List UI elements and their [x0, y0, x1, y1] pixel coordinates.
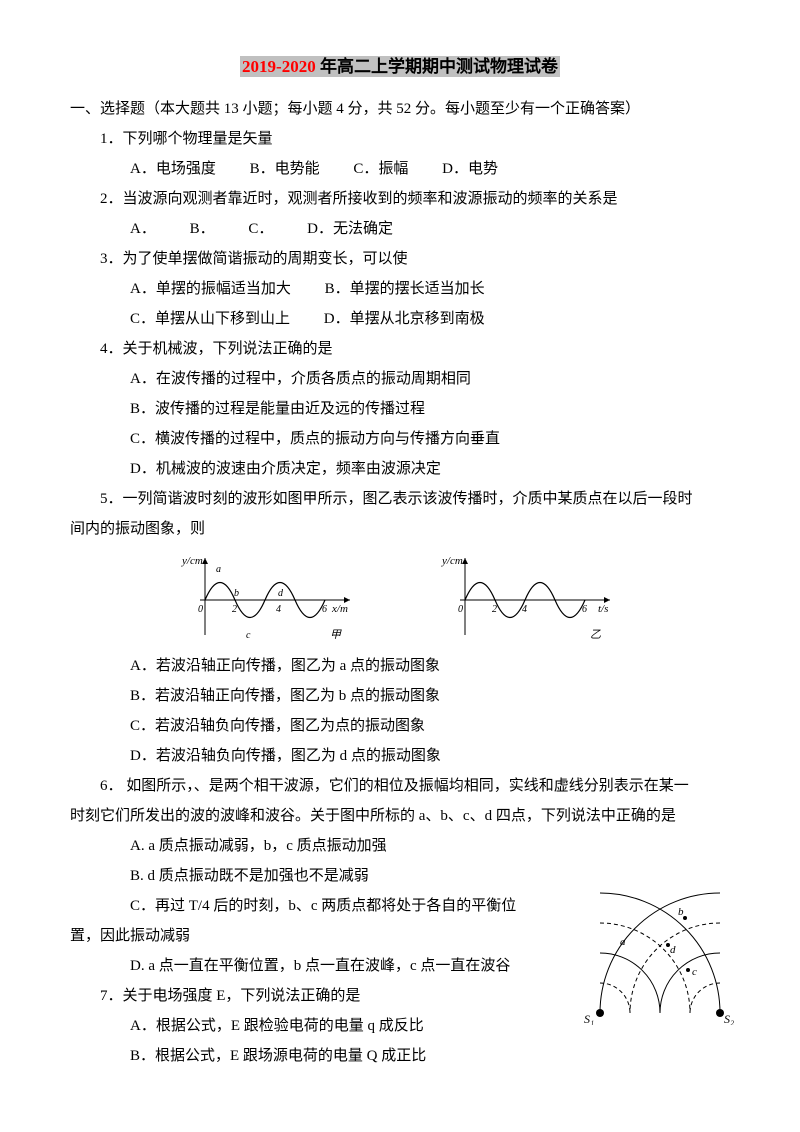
svg-text:c: c: [692, 966, 697, 978]
svg-text:0: 0: [198, 604, 203, 615]
q6-stem-line1: 6． 如图所示，、是两个相干波源，它们的相位及振幅均相同，实线和虚线分别表示在某…: [70, 771, 730, 801]
q5-opt-d: D．若波沿轴负向传播，图乙为 d 点的振动图象: [70, 741, 730, 771]
svg-text:6: 6: [322, 604, 327, 615]
svg-text:乙: 乙: [590, 629, 601, 641]
q2-opt-a: A．: [130, 221, 156, 237]
q3-opt-a: A．单摆的振幅适当加大: [130, 281, 291, 297]
svg-text:b: b: [678, 906, 684, 918]
title-red-text: 2019-2020: [242, 57, 316, 76]
q7-opt-b: B．根据公式，E 跟场源电荷的电量 Q 成正比: [70, 1041, 730, 1071]
q1-opt-d: D．电势: [442, 161, 498, 177]
svg-text:b: b: [234, 588, 239, 599]
q4-opt-c: C．横波传播的过程中，质点的振动方向与传播方向垂直: [70, 424, 730, 454]
q2-options: A． B． C． D．无法确定: [70, 214, 730, 244]
q5-opt-c: C．若波沿轴负向传播，图乙为点的振动图象: [70, 711, 730, 741]
svg-text:S₁: S₁: [584, 1012, 594, 1025]
q3-row1: A．单摆的振幅适当加大 B．单摆的摆长适当加长: [70, 274, 730, 304]
svg-text:t/s: t/s: [598, 603, 608, 615]
q2-opt-d: D．无法确定: [307, 221, 393, 237]
svg-text:y/cm: y/cm: [441, 555, 463, 567]
q3-row2: C．单摆从山下移到山上 D．单摆从北京移到南极: [70, 304, 730, 334]
q1-opt-b: B．电势能: [250, 161, 320, 177]
svg-text:2: 2: [492, 604, 497, 615]
title-black-text: 年高二上学期期中测试物理试卷: [316, 57, 558, 76]
q6-fig: S₁ S₂ a b c d: [570, 885, 740, 1025]
svg-text:x/m: x/m: [331, 603, 348, 615]
q4-opt-d: D．机械波的波速由介质决定，频率由波源决定: [70, 454, 730, 484]
q5-opt-a: A．若波沿轴正向传播，图乙为 a 点的振动图象: [70, 651, 730, 681]
svg-text:d: d: [670, 944, 676, 956]
svg-text:d: d: [278, 588, 284, 599]
svg-text:y/cm: y/cm: [181, 555, 203, 567]
svg-text:c: c: [246, 630, 251, 641]
title-highlight: 2019-2020 年高二上学期期中测试物理试卷: [240, 56, 560, 77]
q2-stem: 2．当波源向观测者靠近时，观测者所接收到的频率和波源振动的频率的关系是: [70, 184, 730, 214]
q5-stem-line2: 间内的振动图象，则: [70, 514, 730, 544]
q5-opt-b: B．若波沿轴正向传播，图乙为 b 点的振动图象: [70, 681, 730, 711]
q3-opt-c: C．单摆从山下移到山上: [130, 311, 290, 327]
q3-opt-b: B．单摆的摆长适当加长: [325, 281, 485, 297]
svg-text:6: 6: [582, 604, 587, 615]
q1-options: A．电场强度 B．电势能 C．振幅 D．电势: [70, 154, 730, 184]
svg-text:a: a: [216, 564, 221, 575]
q5-figures: y/cm x/m 0 2 4 6 a b c d 甲 y/cm t/s 0 2 …: [70, 550, 730, 645]
svg-text:2: 2: [232, 604, 237, 615]
svg-text:a: a: [620, 936, 626, 948]
q5-fig-b: y/cm t/s 0 2 4 6 乙: [440, 550, 620, 645]
q4-opt-b: B．波传播的过程是能量由近及远的传播过程: [70, 394, 730, 424]
q5-stem-line1: 5．一列简谐波时刻的波形如图甲所示，图乙表示该波传播时，介质中某质点在以后一段时: [70, 484, 730, 514]
q1-opt-a: A．电场强度: [130, 161, 216, 177]
svg-text:4: 4: [276, 604, 281, 615]
q5-fig-a: y/cm x/m 0 2 4 6 a b c d 甲: [180, 550, 360, 645]
q3-opt-d: D．单摆从北京移到南极: [324, 311, 485, 327]
q3-stem: 3．为了使单摆做简谐振动的周期变长，可以使: [70, 244, 730, 274]
svg-text:0: 0: [458, 604, 463, 615]
q4-opt-a: A．在波传播的过程中，介质各质点的振动周期相同: [70, 364, 730, 394]
q2-opt-c: C．: [248, 221, 273, 237]
q6-stem-line2: 时刻它们所发出的波的波峰和波谷。关于图中所标的 a、b、c、d 四点，下列说法中…: [70, 801, 730, 831]
q1-opt-c: C．振幅: [353, 161, 408, 177]
q2-opt-b: B．: [190, 221, 215, 237]
svg-text:S₂: S₂: [724, 1012, 734, 1025]
section-header: 一、选择题（本大题共 13 小题；每小题 4 分，共 52 分。每小题至少有一个…: [70, 94, 730, 124]
svg-text:4: 4: [522, 604, 527, 615]
page-title: 2019-2020 年高二上学期期中测试物理试卷: [70, 50, 730, 84]
q6-opt-a: A. a 质点振动减弱，b，c 质点振动加强: [70, 831, 730, 861]
q4-stem: 4．关于机械波，下列说法正确的是: [70, 334, 730, 364]
svg-text:甲: 甲: [330, 629, 342, 641]
q1-stem: 1．下列哪个物理量是矢量: [70, 124, 730, 154]
